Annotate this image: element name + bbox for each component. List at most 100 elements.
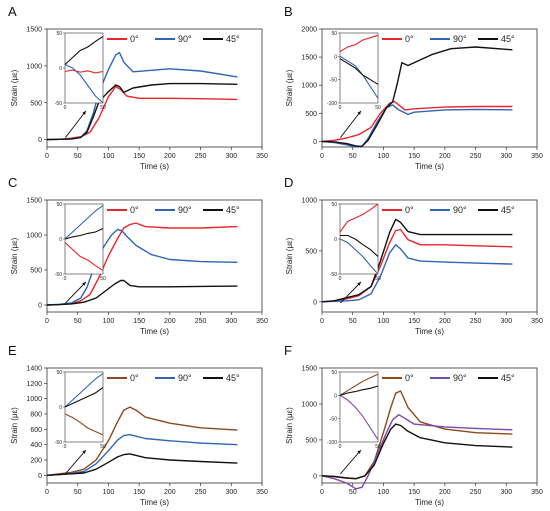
x-tick-label: 350 bbox=[531, 153, 543, 160]
y-tick-label: 1000 bbox=[26, 396, 42, 403]
x-tick-label: 300 bbox=[225, 318, 237, 325]
inset-frame bbox=[339, 203, 379, 275]
series-line-0 bbox=[46, 222, 238, 306]
inset-series-line-2 bbox=[64, 228, 104, 240]
panel-letter: A bbox=[8, 4, 17, 19]
y-tick-label: 1500 bbox=[301, 55, 317, 62]
inset-y-tick-label: 0 bbox=[59, 237, 62, 243]
inset-frame bbox=[64, 203, 104, 275]
inset-y-tick-label: 0 bbox=[59, 66, 62, 72]
x-tick-label: 0 bbox=[320, 489, 324, 496]
x-tick-label: 250 bbox=[195, 153, 207, 160]
x-tick-label: 150 bbox=[133, 153, 145, 160]
legend-label: 90° bbox=[453, 34, 467, 44]
inset-y-tick-label: 50 bbox=[331, 31, 337, 37]
x-tick-label: 200 bbox=[164, 153, 176, 160]
inset-arrow-head bbox=[357, 111, 361, 115]
legend-label: 90° bbox=[178, 205, 192, 215]
inset-arrow-head bbox=[82, 282, 86, 286]
x-tick-label: 200 bbox=[439, 489, 451, 496]
legend-label: 0° bbox=[405, 34, 414, 44]
x-tick-label: 50 bbox=[349, 489, 357, 496]
panel-B: B0 50 100 150 200 250 300 3500500100015002000Ti… bbox=[284, 4, 543, 171]
x-tick-label: 250 bbox=[470, 153, 482, 160]
inset-arrow-line bbox=[65, 281, 87, 304]
x-tick-label: 50 bbox=[74, 153, 82, 160]
panel-letter: F bbox=[284, 343, 292, 358]
y-tick-label: 400 bbox=[30, 442, 42, 449]
inset-y-tick-label: -100 bbox=[327, 101, 337, 107]
inset-y-tick-label: -50 bbox=[55, 101, 62, 107]
x-tick-label: 350 bbox=[256, 318, 268, 325]
inset-x-tick-label: 0 bbox=[64, 276, 67, 282]
legend-label: 45° bbox=[501, 34, 515, 44]
plot-frame bbox=[321, 28, 538, 148]
inset-y-tick-label: 0 bbox=[334, 237, 337, 243]
inset-series-line-2 bbox=[64, 36, 104, 65]
y-tick-label: 1200 bbox=[26, 381, 42, 388]
inset-x-tick-label: 50 bbox=[375, 105, 381, 111]
inset-series-line-2 bbox=[339, 58, 379, 85]
inset-x-tick-label: 50 bbox=[100, 105, 106, 111]
series-line-2 bbox=[321, 423, 513, 480]
y-tick-label: 500 bbox=[305, 437, 317, 444]
y-tick-label: 500 bbox=[30, 100, 42, 107]
legend-label: 90° bbox=[453, 205, 467, 215]
series-line-2 bbox=[321, 46, 513, 148]
series-line-1 bbox=[321, 104, 513, 148]
inset-y-tick-label: -50 bbox=[55, 440, 62, 446]
y-tick-label: 2000 bbox=[301, 27, 317, 34]
inset-y-tick-label: 50 bbox=[331, 202, 337, 208]
series-line-1 bbox=[321, 244, 513, 303]
y-tick-label: 1000 bbox=[301, 401, 317, 408]
inset-series-line-0 bbox=[64, 69, 104, 74]
inset-arrow-line bbox=[65, 110, 87, 138]
legend-label: 0° bbox=[405, 373, 414, 383]
x-tick-label: 250 bbox=[195, 318, 207, 325]
inset-x-tick-label: 50 bbox=[100, 276, 106, 282]
y-tick-label: 1500 bbox=[26, 27, 42, 34]
x-tick-label: 250 bbox=[470, 489, 482, 496]
x-tick-label: 50 bbox=[74, 318, 82, 325]
x-tick-label: 100 bbox=[378, 153, 390, 160]
x-axis-title: Time (s) bbox=[140, 498, 169, 507]
series-line-0 bbox=[46, 406, 238, 476]
x-tick-label: 0 bbox=[45, 153, 49, 160]
inset-frame bbox=[339, 32, 379, 104]
inset-x-tick-label: 0 bbox=[339, 276, 342, 282]
inset-y-tick-label: -50 bbox=[330, 272, 337, 278]
inset-x-tick-label: 0 bbox=[339, 105, 342, 111]
x-tick-label: 250 bbox=[195, 489, 207, 496]
plot-frame bbox=[321, 367, 538, 484]
x-tick-label: 50 bbox=[74, 489, 82, 496]
y-axis-title: Strain (με) bbox=[285, 407, 294, 444]
y-tick-label: 600 bbox=[30, 427, 42, 434]
inset-series-line-0 bbox=[339, 203, 379, 233]
plot-frame bbox=[46, 28, 263, 148]
x-tick-label: 100 bbox=[103, 489, 115, 496]
x-tick-label: 50 bbox=[349, 153, 357, 160]
legend-label: 0° bbox=[130, 373, 139, 383]
y-axis-title: Strain (με) bbox=[285, 237, 294, 274]
series-line-2 bbox=[321, 218, 513, 303]
x-tick-label: 350 bbox=[531, 489, 543, 496]
y-tick-label: 1000 bbox=[301, 198, 317, 205]
x-tick-label: 100 bbox=[378, 489, 390, 496]
x-tick-label: 300 bbox=[500, 153, 512, 160]
legend-label: 45° bbox=[226, 34, 240, 44]
x-tick-label: 300 bbox=[500, 489, 512, 496]
inset-x-tick-label: 50 bbox=[375, 444, 381, 450]
y-tick-label: 1500 bbox=[26, 198, 42, 205]
x-tick-label: 300 bbox=[225, 153, 237, 160]
inset-y-tick-label: 50 bbox=[56, 370, 62, 376]
x-tick-label: 250 bbox=[470, 318, 482, 325]
series-line-2 bbox=[46, 279, 238, 306]
inset-series-line-2 bbox=[340, 234, 379, 257]
x-tick-label: 0 bbox=[45, 318, 49, 325]
y-tick-label: 1000 bbox=[26, 233, 42, 240]
x-axis-title: Time (s) bbox=[415, 498, 444, 507]
inset: 0 50 -100 -50 0 50 bbox=[327, 370, 381, 450]
legend-label: 0° bbox=[130, 205, 139, 215]
